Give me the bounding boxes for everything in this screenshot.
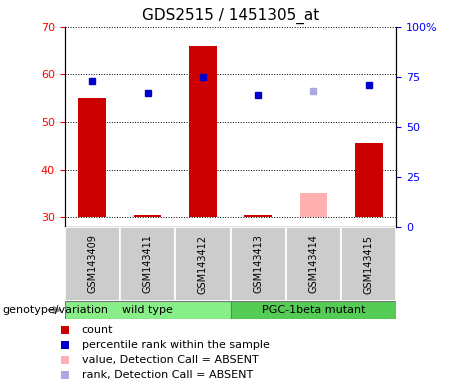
Text: genotype/variation: genotype/variation	[2, 305, 108, 315]
Bar	[341, 227, 396, 301]
Text: GSM143412: GSM143412	[198, 235, 208, 293]
Bar	[175, 227, 230, 301]
Bar	[244, 215, 272, 217]
Text: percentile rank within the sample: percentile rank within the sample	[82, 340, 270, 350]
Text: value, Detection Call = ABSENT: value, Detection Call = ABSENT	[82, 355, 259, 365]
Bar	[78, 98, 106, 217]
Text: GSM143413: GSM143413	[253, 235, 263, 293]
Bar	[355, 143, 383, 217]
Text: rank, Detection Call = ABSENT: rank, Detection Call = ABSENT	[82, 370, 253, 380]
Title: GDS2515 / 1451305_at: GDS2515 / 1451305_at	[142, 8, 319, 24]
Bar	[134, 215, 161, 217]
Bar	[230, 227, 286, 301]
Bar	[300, 193, 327, 217]
Bar	[65, 227, 120, 301]
Bar	[65, 301, 230, 319]
Text: GSM143414: GSM143414	[308, 235, 319, 293]
Text: PGC-1beta mutant: PGC-1beta mutant	[262, 305, 365, 315]
Text: GSM143411: GSM143411	[142, 235, 153, 293]
Text: wild type: wild type	[122, 305, 173, 315]
Text: GSM143409: GSM143409	[87, 235, 97, 293]
Bar	[189, 46, 217, 217]
Bar	[120, 227, 175, 301]
Bar	[230, 301, 396, 319]
Text: GSM143415: GSM143415	[364, 235, 374, 293]
Bar	[286, 227, 341, 301]
Text: count: count	[82, 325, 113, 335]
